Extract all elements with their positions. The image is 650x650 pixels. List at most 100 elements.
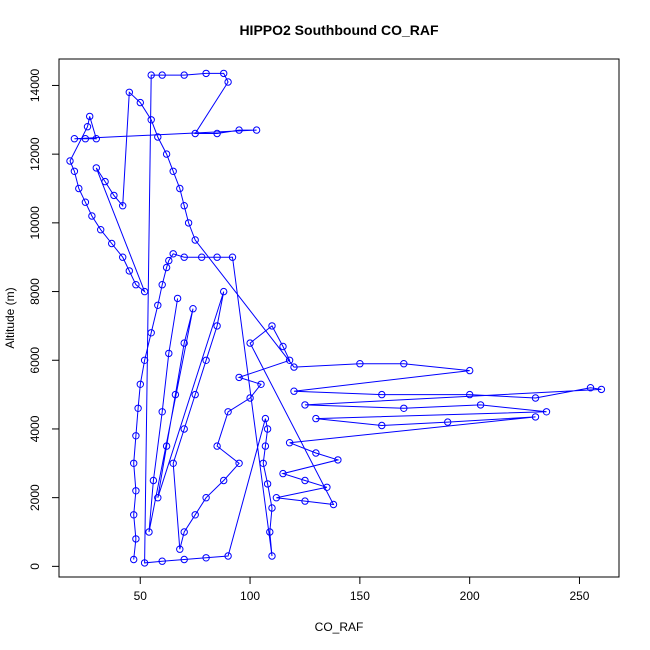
- data-point: [162, 263, 171, 272]
- data-point: [86, 112, 94, 121]
- data-point: [154, 301, 162, 309]
- data-point: [268, 504, 276, 512]
- data-point: [66, 157, 74, 165]
- data-point: [180, 555, 188, 564]
- data-point: [108, 239, 116, 248]
- y-tick-label: 14000: [28, 68, 42, 102]
- data-point: [97, 226, 105, 234]
- data-point: [252, 126, 261, 134]
- data-point: [147, 71, 155, 79]
- data-point: [158, 408, 166, 416]
- series-line: [69, 72, 602, 564]
- data-point: [130, 459, 138, 467]
- data-point: [173, 294, 182, 303]
- data-point: [586, 384, 595, 392]
- data-point: [597, 385, 606, 394]
- data-point: [165, 256, 173, 265]
- data-point: [334, 456, 342, 464]
- data-point: [149, 476, 158, 485]
- data-point: [542, 408, 551, 416]
- data-point: [191, 129, 199, 138]
- y-axis-label: Altitude (m): [3, 287, 17, 348]
- data-point: [130, 511, 138, 519]
- y-tick-label: 8000: [28, 278, 42, 305]
- data-point: [70, 167, 79, 176]
- data-point: [130, 555, 138, 564]
- data-point: [75, 184, 83, 193]
- data-point: [246, 339, 254, 347]
- y-tick-label: 12000: [28, 137, 42, 171]
- data-point: [92, 164, 101, 172]
- x-tick-label: 100: [240, 589, 260, 603]
- data-point: [266, 528, 274, 536]
- data-point: [191, 511, 199, 519]
- data-point: [136, 98, 145, 107]
- x-axis: 50 100 150 200 250: [134, 576, 590, 603]
- data-point: [136, 380, 145, 388]
- x-axis-label: CO_RAF: [315, 620, 364, 634]
- data-point: [329, 500, 338, 509]
- data-point: [213, 129, 221, 138]
- y-tick-label: 6000: [28, 347, 42, 374]
- data-point: [132, 487, 140, 495]
- data-point: [125, 88, 134, 97]
- data-point: [263, 425, 272, 433]
- data-point: [279, 469, 287, 478]
- data-point: [147, 329, 155, 337]
- data-point: [213, 442, 221, 450]
- data-point: [176, 545, 184, 553]
- y-tick-label: 4000: [28, 415, 42, 442]
- data-point: [110, 191, 118, 200]
- x-tick-label: 150: [350, 589, 370, 603]
- data-point: [290, 387, 298, 395]
- data-point: [466, 390, 474, 399]
- data-point: [202, 69, 210, 78]
- data-point: [154, 494, 162, 502]
- data-point: [140, 559, 149, 567]
- y-axis: 0 2000 4000 6000 8000 10000 12000 14000: [28, 68, 60, 570]
- data-point: [301, 497, 309, 505]
- data-point: [202, 356, 210, 364]
- data-point: [285, 439, 294, 447]
- data-point: [235, 373, 243, 382]
- data-point: [162, 150, 171, 158]
- data-point: [158, 557, 166, 565]
- data-point: [272, 494, 281, 502]
- data-point: [290, 363, 298, 371]
- data-point: [285, 356, 294, 364]
- data-point: [169, 167, 177, 176]
- data-point: [531, 394, 540, 402]
- y-tick-label: 10000: [28, 206, 42, 240]
- x-tick-label: 200: [460, 589, 480, 603]
- data-point: [198, 253, 206, 261]
- data-point: [81, 198, 90, 206]
- data-point: [169, 250, 177, 258]
- data-point: [378, 421, 386, 430]
- data-point: [261, 414, 270, 423]
- data-point: [202, 494, 210, 502]
- data-point: [119, 202, 127, 210]
- data-point: [132, 432, 140, 440]
- x-tick-label: 250: [569, 589, 589, 603]
- data-point: [312, 414, 320, 423]
- data-point: [378, 390, 386, 399]
- data-point: [301, 401, 309, 409]
- data-point: [132, 535, 140, 543]
- data-point: [246, 394, 254, 402]
- data-point: [259, 459, 267, 467]
- data-point: [145, 528, 153, 536]
- y-tick-label: 0: [28, 563, 42, 570]
- data-point: [444, 418, 452, 426]
- data-point: [191, 390, 199, 399]
- data-point: [228, 253, 237, 261]
- data-point: [220, 476, 228, 485]
- chart-title: HIPPO2 Southbound CO_RAF: [239, 22, 439, 38]
- data-point: [301, 476, 309, 485]
- data-point: [134, 404, 142, 412]
- data-point: [466, 366, 474, 375]
- x-tick-label: 50: [134, 589, 148, 603]
- data-point: [125, 267, 134, 275]
- data-point: [140, 356, 149, 364]
